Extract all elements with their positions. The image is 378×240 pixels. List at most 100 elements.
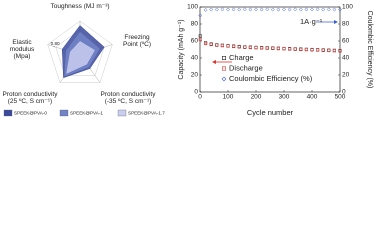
ce-point: [231, 7, 236, 12]
radar-axis-label-line: Proton conductivity: [101, 91, 157, 98]
capacity-point: [248, 45, 252, 50]
capacity-point: [265, 46, 269, 50]
ce-point: [276, 7, 281, 12]
legend-label: SPEEK@PVA-1.7: [128, 111, 165, 116]
legend-label: Discharge: [229, 63, 263, 72]
y-tick-label: 80: [191, 21, 199, 28]
capacity-point: [304, 48, 308, 52]
capacity-point: [299, 47, 303, 52]
capacity-point: [271, 46, 275, 50]
arrows: [212, 20, 338, 64]
radar-tick: [53, 46, 55, 48]
radar-axis-label: Proton conductivity (25 ºC, S cm⁻¹): [3, 91, 59, 105]
ce-point: [287, 7, 292, 12]
y2-axis-label: Coulombic Efficiency (%): [366, 11, 373, 89]
radar-axis-label: Toughness (MJ m⁻³): [50, 3, 109, 10]
ce-point: [265, 7, 270, 12]
x-axis-label: Cycle number: [247, 108, 294, 117]
ce-point: [315, 7, 320, 12]
radar-axis-label-line: Freezing: [124, 34, 150, 41]
radar-axis-label-line: Proton conductivity: [3, 91, 59, 98]
legend-marker: [222, 55, 227, 60]
capacity-point: [293, 47, 297, 51]
ce-point: [310, 7, 314, 12]
ce-point: [293, 7, 298, 12]
ce-point: [259, 7, 264, 12]
y2-tick-label: 40: [342, 55, 350, 62]
capacity-point: [226, 44, 230, 48]
y2-tick-label: 100: [342, 4, 353, 11]
radar-axis-label-line: (-35 ºC, S cm⁻¹): [105, 98, 152, 105]
capacity-point: [254, 46, 258, 50]
ce-point: [282, 7, 286, 12]
x-tick-label: 200: [251, 94, 262, 101]
radar-ring: [47, 20, 113, 83]
y2-tick-label: 80: [342, 21, 350, 28]
y-tick-label: 100: [187, 4, 198, 11]
capacity-arrow-head: [212, 60, 216, 64]
ce-point: [242, 7, 247, 12]
capacity-point: [215, 43, 219, 47]
radar-axis-label-line: Elastic: [12, 39, 32, 46]
y-tick-label: 0: [194, 89, 198, 96]
capacity-point: [310, 48, 314, 52]
radar-tick-label: 0.80: [51, 41, 60, 46]
radar-area: [66, 41, 95, 74]
ce-point: [338, 7, 342, 12]
legend-swatch: [117, 109, 127, 117]
capacity-point: [220, 44, 224, 48]
x-tick-label: 100: [223, 94, 234, 101]
radar-axis-label: Freezing Point (ºC): [123, 34, 151, 48]
radar-axis-label: Elastic modulus (Mpa): [10, 39, 35, 60]
radar-axis-label-line: Toughness (MJ m⁻³): [50, 3, 109, 10]
y-tick-label: 40: [191, 55, 199, 62]
ce-point: [298, 7, 303, 12]
legend-label: SPEEK@PVA-0: [14, 111, 47, 116]
capacity-point: [204, 42, 208, 46]
legend-swatch: [3, 109, 13, 117]
ce-arrow-head: [334, 20, 338, 24]
legend-label: Charge: [229, 53, 254, 62]
y2-tick-label: 20: [342, 72, 350, 79]
ce-point: [198, 13, 203, 18]
ce-point: [270, 7, 275, 12]
y2-tick-label: 0: [342, 89, 346, 96]
legend-label: Coulombic Efficiency (%): [229, 74, 313, 83]
radar-axis-label-line: modulus: [10, 46, 35, 53]
capacity-point: [332, 49, 336, 53]
x-tick-label: 300: [279, 94, 290, 101]
legend-marker: [222, 66, 227, 71]
ce-point: [203, 8, 208, 12]
y-axis-label: Capacity (mAh g⁻¹): [178, 19, 185, 79]
x-tick-label: 400: [307, 94, 318, 101]
radar-axis-label-line: Point (ºC): [123, 41, 151, 48]
y-tick-label: 60: [191, 38, 199, 45]
radar-axis-label-line: (Mpa): [14, 53, 31, 60]
ce-point: [332, 7, 337, 12]
ce-point: [220, 7, 225, 12]
ce-point: [304, 7, 309, 12]
radar-axis-label-line: (25 ºC, S cm⁻¹): [8, 98, 52, 105]
capacity-point: [327, 48, 331, 53]
capacity-point: [288, 47, 292, 51]
y-tick-label: 20: [191, 72, 199, 79]
capacity-point: [209, 43, 213, 47]
ce-point: [237, 7, 242, 12]
figure: 0.80 Toughness (MJ m⁻³) Freezing Point (ºC)…: [3, 3, 374, 117]
capacity-point: [243, 45, 247, 49]
capacity-point: [198, 37, 202, 41]
legend-swatch: [59, 109, 69, 117]
ce-point: [326, 7, 331, 12]
capacity-point: [260, 46, 264, 50]
ce-point: [226, 7, 230, 12]
ce-point: [321, 7, 326, 12]
capacity-point: [338, 49, 342, 53]
capacity-point: [282, 47, 286, 51]
capacity-point: [232, 44, 236, 49]
capacity-point: [316, 48, 320, 52]
capacity-point: [321, 48, 325, 52]
capacity-point: [204, 41, 208, 45]
y2-tick-label: 60: [342, 38, 350, 45]
capacity-point: [198, 34, 202, 38]
capacity-point: [237, 45, 241, 49]
